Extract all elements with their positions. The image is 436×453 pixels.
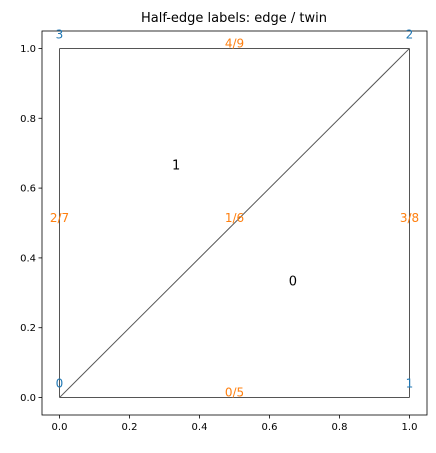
edge-label: 4/9 [225,36,244,50]
y-tick-label: 0.0 [20,393,36,404]
edge-label: 3/8 [400,211,419,225]
x-tick-label: 0.8 [332,422,348,433]
y-tick-label: 0.8 [20,114,36,125]
y-tick-label: 1.0 [20,44,36,55]
vertex-label: 1 [406,377,414,391]
chart-title: Half-edge labels: edge / twin [141,11,327,26]
x-tick-label: 1.0 [402,422,418,433]
edge-label: 2/7 [50,211,69,225]
x-tick-label: 0.4 [192,422,208,433]
x-tick-label: 0.2 [122,422,138,433]
vertex-label: 0 [56,377,64,391]
y-tick-label: 0.4 [20,253,36,264]
edge [59,48,410,398]
y-tick-label: 0.6 [20,184,36,195]
vertex-label: 2 [406,27,414,41]
edge-label: 0/5 [225,386,244,400]
x-tick-label: 0.6 [262,422,278,433]
edge-label: 1/6 [225,211,244,225]
y-tick-label: 0.2 [20,323,36,334]
vertex-label: 3 [56,27,64,41]
face-label: 1 [172,158,180,173]
x-tick-label: 0.0 [52,422,68,433]
axes-frame [41,30,428,416]
face-label: 0 [289,275,297,290]
